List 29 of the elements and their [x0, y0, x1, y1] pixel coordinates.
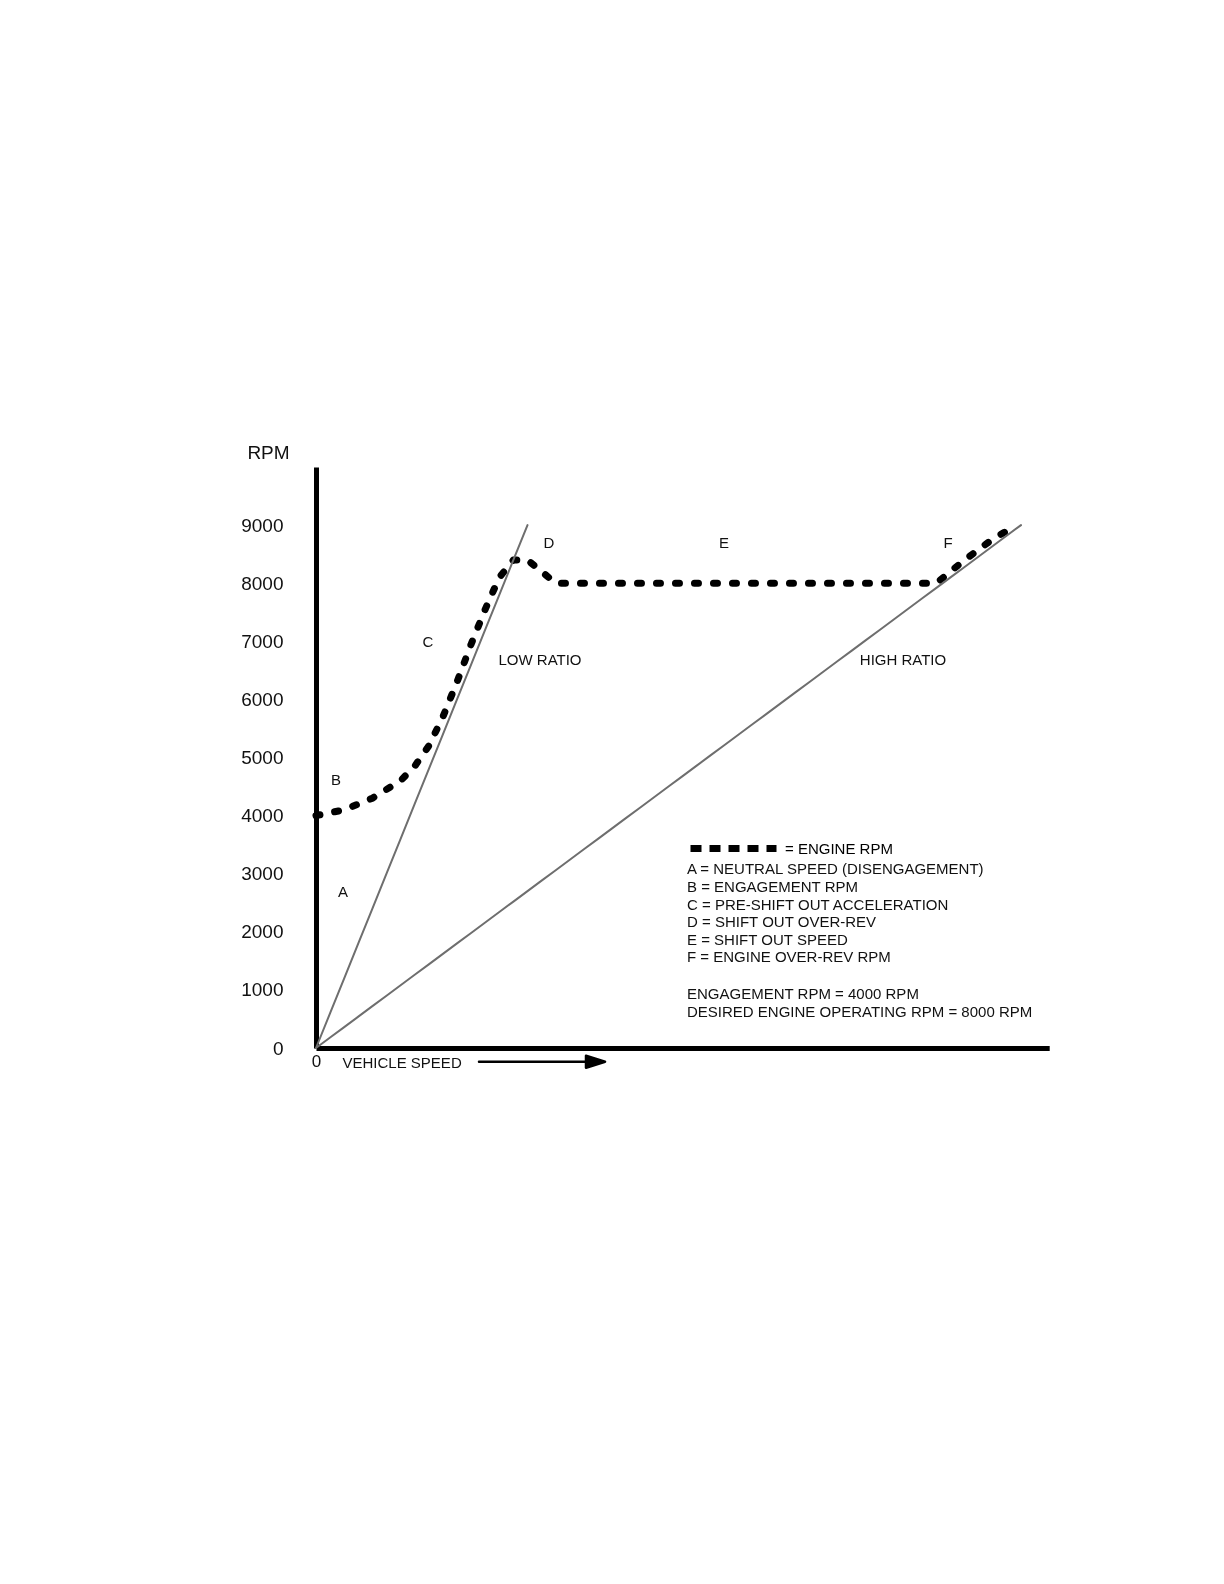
y-axis-title: RPM	[247, 441, 290, 463]
annotation: D	[543, 534, 555, 551]
annotation: E	[718, 534, 730, 551]
y-tick-label: 4000	[241, 805, 284, 827]
annotation: F = ENGINE OVER-REV RPM	[687, 948, 891, 966]
annotation: D = SHIFT OUT OVER-REV	[687, 913, 877, 930]
annotation: HIGH RATIO	[859, 651, 947, 668]
annotation: LOW RATIO	[498, 651, 582, 668]
annotation: DESIRED ENGINE OPERATING RPM = 8000 RPM	[687, 1003, 1033, 1020]
annotation: B	[330, 771, 342, 788]
y-tick-label: 6000	[241, 688, 284, 710]
annotation: A	[337, 883, 349, 900]
annotation: ENGAGEMENT RPM = 4000 RPM	[687, 984, 919, 1002]
y-tick-label: 1000	[241, 979, 284, 1001]
y-tick-label: 5000	[241, 747, 284, 768]
y-tick-label: 0	[272, 1037, 284, 1059]
annotation: B = ENGAGEMENT RPM	[687, 877, 859, 895]
y-tick-label: 9000	[241, 514, 284, 536]
annotation: F	[943, 534, 953, 551]
y-tick-label: 7000	[241, 630, 284, 652]
y-tick-label: 8000	[241, 572, 284, 594]
y-tick-label: 2000	[241, 921, 284, 943]
y-tick-label: 3000	[241, 863, 284, 885]
annotation: C = PRE-SHIFT OUT ACCELERATION	[687, 895, 949, 913]
annotation: A = NEUTRAL SPEED (DISENGAGEMENT)	[687, 859, 984, 877]
annotation: C	[422, 633, 434, 650]
x-axis-title: VEHICLE SPEED	[342, 1053, 462, 1071]
annotation: E = SHIFT OUT SPEED	[687, 931, 848, 948]
text: = ENGINE RPM	[785, 839, 893, 857]
